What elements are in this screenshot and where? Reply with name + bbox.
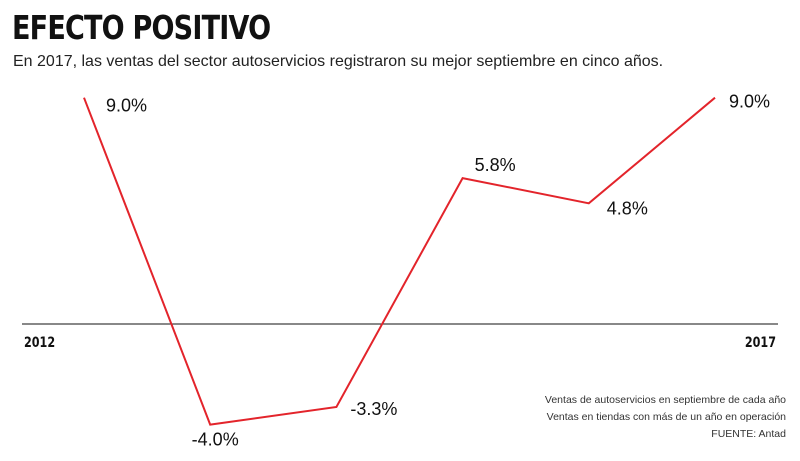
data-label: -3.3% [350, 399, 397, 419]
data-label: -4.0% [192, 430, 239, 450]
x-tick-label-2012: 2012 [24, 334, 55, 351]
chart-title: EFECTO POSITIVO [12, 8, 271, 47]
data-label: 4.8% [607, 198, 648, 218]
series-line [83, 96, 716, 426]
data-label: 9.0% [729, 92, 770, 112]
chart-subtitle: En 2017, las ventas del sector autoservi… [13, 53, 664, 70]
source-note: FUENTE: Antad [711, 428, 786, 440]
note-line-2: Ventas en tiendas con más de un año en o… [546, 411, 786, 423]
data-label: 9.0% [106, 96, 147, 116]
chart-notes: Ventas de autoservicios en septiembre de… [545, 392, 786, 443]
data-labels: 9.0% -4.0% -3.3% 5.8% 4.8% 9.0% [106, 92, 770, 450]
x-tick-label-2017: 2017 [745, 334, 776, 351]
data-label: 5.8% [475, 155, 516, 175]
note-line-1: Ventas de autoservicios en septiembre de… [544, 394, 786, 406]
